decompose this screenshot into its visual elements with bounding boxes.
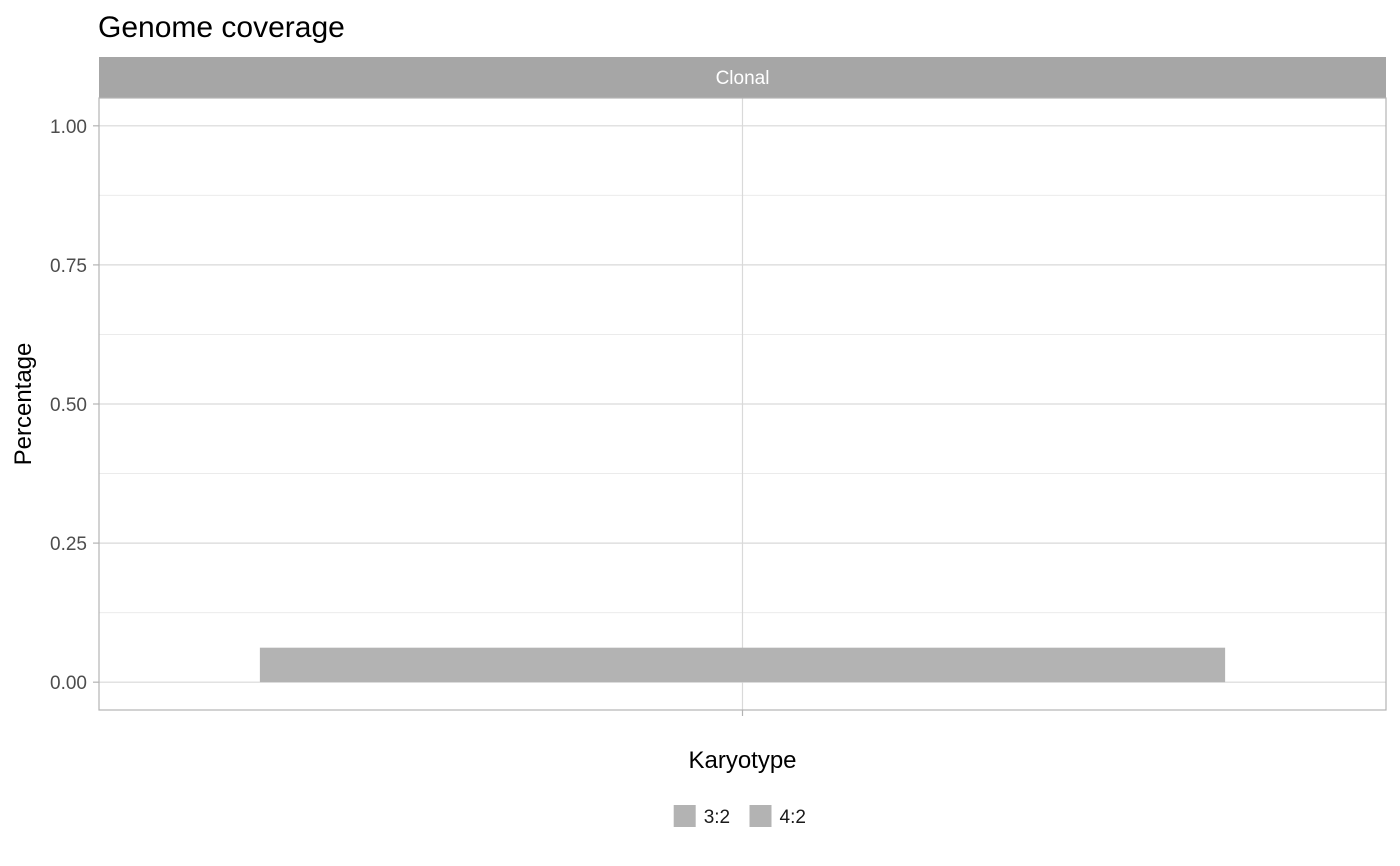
bar-4-2-0 — [259, 647, 1226, 683]
bars — [259, 647, 1226, 683]
facet-strip-label: Clonal — [716, 68, 770, 89]
legend-label-1: 4:2 — [780, 807, 806, 828]
legend-key-0 — [673, 805, 696, 827]
legend-key-1 — [749, 805, 772, 827]
chart-title: Genome coverage — [98, 11, 345, 44]
y-tick-label-4: 1.00 — [50, 117, 87, 138]
y-tick-label-1: 0.25 — [50, 534, 87, 555]
y-tick-label-3: 0.75 — [50, 256, 87, 277]
y-axis: 0.00 0.25 0.50 0.75 1.00 — [50, 117, 99, 694]
legend-label-0: 3:2 — [704, 807, 730, 828]
facet-strip — [99, 57, 1386, 98]
y-tick-label-2: 0.50 — [50, 395, 87, 416]
y-axis-title: Percentage — [10, 343, 37, 466]
x-axis-title: Karyotype — [688, 747, 796, 774]
legend: 3:2 4:2 — [673, 805, 806, 828]
y-tick-label-0: 0.00 — [50, 673, 87, 694]
